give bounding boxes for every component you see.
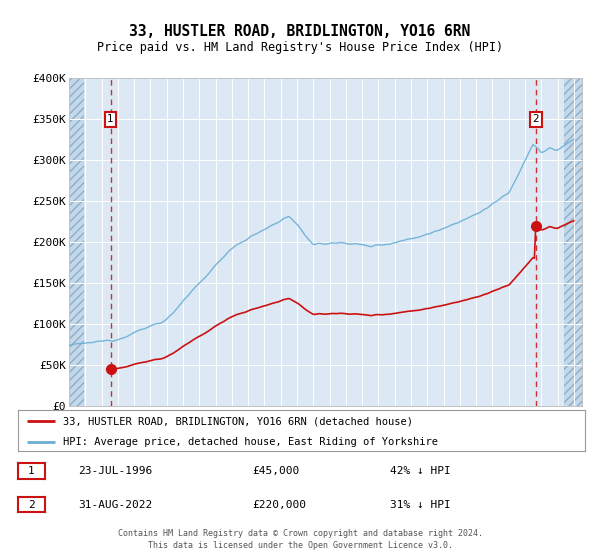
Text: 1: 1 [107,114,114,124]
Text: 33, HUSTLER ROAD, BRIDLINGTON, YO16 6RN (detached house): 33, HUSTLER ROAD, BRIDLINGTON, YO16 6RN … [64,417,413,426]
Text: 42% ↓ HPI: 42% ↓ HPI [390,466,451,476]
Text: 2: 2 [28,500,35,510]
Text: 33, HUSTLER ROAD, BRIDLINGTON, YO16 6RN: 33, HUSTLER ROAD, BRIDLINGTON, YO16 6RN [130,24,470,39]
Text: 31-AUG-2022: 31-AUG-2022 [78,500,152,510]
Bar [69,78,84,406]
Text: 2: 2 [532,114,539,124]
Text: HPI: Average price, detached house, East Riding of Yorkshire: HPI: Average price, detached house, East… [64,437,439,447]
Text: 31% ↓ HPI: 31% ↓ HPI [390,500,451,510]
Text: £220,000: £220,000 [252,500,306,510]
Text: Contains HM Land Registry data © Crown copyright and database right 2024.
This d: Contains HM Land Registry data © Crown c… [118,529,482,550]
Text: 23-JUL-1996: 23-JUL-1996 [78,466,152,476]
Bar [565,78,582,406]
Text: £45,000: £45,000 [252,466,299,476]
Text: Price paid vs. HM Land Registry's House Price Index (HPI): Price paid vs. HM Land Registry's House … [97,40,503,54]
Text: 1: 1 [28,466,35,476]
